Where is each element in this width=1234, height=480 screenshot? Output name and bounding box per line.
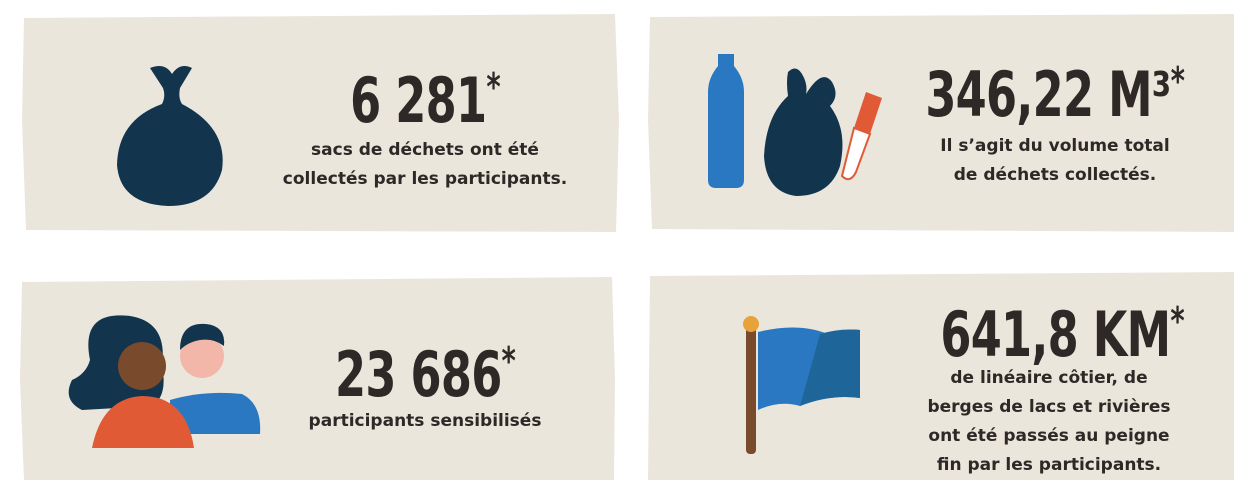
description-line: berges de lacs et rivières <box>927 397 1171 417</box>
description-line: collectés par les participants. <box>282 169 568 189</box>
description-line: fin par les participants. <box>936 455 1162 475</box>
stat-figure: 23 686* <box>334 338 516 411</box>
stat-figure: 6 281* <box>350 64 500 137</box>
stat-figure: 346,22 M³* <box>925 58 1186 131</box>
stat-description: Il s’agit du volume total de déchets coll… <box>855 132 1234 190</box>
waste-icon <box>708 54 882 196</box>
description-line: Il s’agit du volume total <box>940 136 1170 156</box>
people-icon <box>68 315 261 448</box>
description-line: participants sensibilisés <box>308 411 542 431</box>
description-line: de linéaire côtier, de <box>950 368 1148 388</box>
description-line: ont été passés au peigne <box>928 426 1170 446</box>
stat-description: participants sensibilisés <box>225 407 625 436</box>
stat-description: sacs de déchets ont été collectés par les… <box>225 136 625 194</box>
bag-icon <box>117 66 223 206</box>
card <box>648 272 1234 480</box>
stat-description: de linéaire côtier, de berges de lacs et … <box>849 364 1234 480</box>
stat-figure: 641,8 KM* <box>940 298 1184 371</box>
flag-icon <box>743 316 860 454</box>
description-line: sacs de déchets ont été <box>311 140 539 160</box>
description-line: de déchets collectés. <box>953 165 1157 185</box>
